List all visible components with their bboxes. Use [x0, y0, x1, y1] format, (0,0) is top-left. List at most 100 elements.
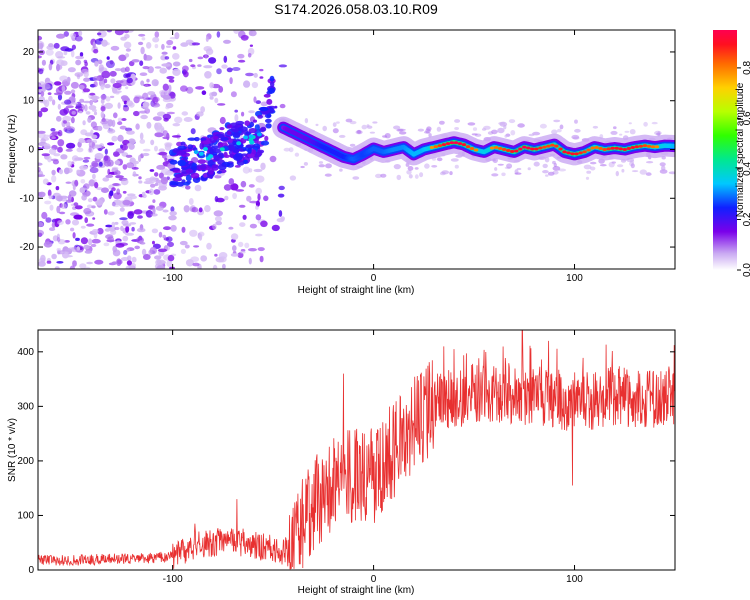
y-tick-label: 0: [28, 145, 34, 156]
noise-blob: [324, 173, 332, 177]
noise-blob: [54, 266, 60, 269]
noise-blob: [162, 136, 170, 140]
noise-blob: [149, 246, 157, 255]
noise-blob: [189, 229, 198, 237]
noise-blob: [172, 61, 181, 67]
noise-blob: [103, 78, 108, 84]
noise-blob: [114, 160, 121, 166]
noise-blob: [114, 170, 121, 176]
noise-blob: [113, 192, 122, 200]
noise-blob: [56, 237, 61, 242]
noise-blob: [125, 66, 130, 73]
noise-blob: [126, 130, 135, 135]
ridge-peak: [578, 151, 583, 155]
noise-blob: [253, 72, 258, 78]
noise-blob: [234, 109, 238, 113]
noise-blob: [259, 255, 264, 263]
noise-blob: [117, 134, 124, 142]
noise-blob: [228, 178, 235, 185]
noise-blob: [41, 211, 48, 220]
ridge-peak: [558, 147, 563, 151]
noise-blob: [223, 55, 228, 63]
noise-blob: [533, 161, 540, 167]
noise-blob: [79, 165, 89, 170]
ridge-peak: [494, 146, 499, 149]
noise-blob: [41, 59, 47, 66]
noise-blob: [615, 170, 619, 177]
noise-blob: [101, 39, 108, 47]
noise-blob: [75, 237, 80, 241]
noise-blob: [216, 68, 222, 75]
noise-blob: [551, 129, 558, 135]
noise-blob: [38, 229, 44, 237]
noise-blob: [161, 63, 171, 67]
noise-blob: [60, 60, 68, 66]
precursor-blob: [238, 126, 248, 132]
precursor-blob: [219, 127, 225, 131]
noise-blob: [574, 128, 581, 133]
noise-blob: [131, 167, 139, 170]
noise-blob: [169, 266, 175, 269]
noise-blob: [70, 81, 79, 89]
noise-blob: [40, 91, 45, 97]
noise-blob: [120, 67, 127, 73]
precursor-blob: [227, 144, 236, 152]
noise-blob: [76, 169, 81, 174]
noise-blob: [56, 205, 61, 214]
noise-blob: [257, 247, 265, 252]
noise-blob: [645, 172, 652, 176]
noise-blob: [41, 83, 51, 90]
noise-blob: [249, 44, 253, 47]
ridge-peak: [602, 148, 607, 151]
noise-blob: [94, 60, 99, 67]
noise-blob: [38, 162, 43, 166]
noise-blob: [101, 70, 111, 79]
noise-blob: [419, 172, 424, 178]
noise-blob: [139, 60, 144, 66]
noise-blob: [93, 48, 99, 54]
noise-blob: [89, 99, 93, 106]
noise-blob: [81, 194, 87, 201]
noise-blob: [71, 196, 74, 203]
noise-blob: [104, 102, 113, 109]
noise-blob: [162, 113, 172, 120]
noise-blob: [162, 83, 169, 91]
ridge-peak: [634, 145, 639, 149]
precursor-blob: [268, 87, 275, 94]
noise-blob: [255, 205, 259, 210]
noise-blob: [193, 245, 200, 248]
noise-blob: [38, 174, 46, 177]
noise-blob: [162, 209, 169, 213]
noise-blob: [111, 201, 121, 208]
noise-blob: [107, 236, 115, 243]
noise-blob: [144, 84, 149, 87]
noise-blob: [233, 30, 240, 34]
noise-blob: [120, 144, 129, 151]
noise-blob: [43, 241, 53, 248]
noise-blob: [79, 52, 84, 57]
noise-blob: [57, 93, 63, 101]
ridge-peak: [562, 150, 567, 154]
noise-blob: [631, 170, 639, 173]
noise-blob: [619, 133, 623, 136]
noise-blob: [214, 196, 219, 203]
noise-blob: [542, 170, 549, 174]
noise-blob: [126, 77, 133, 84]
noise-blob: [200, 106, 206, 113]
ridge-peak: [457, 142, 463, 146]
noise-blob: [104, 228, 111, 232]
ridge-peak: [506, 149, 511, 152]
noise-blob: [406, 170, 412, 175]
noise-blob: [155, 259, 162, 266]
noise-blob: [157, 248, 168, 253]
noise-blob: [59, 211, 66, 215]
noise-blob: [498, 121, 506, 125]
noise-blob: [74, 205, 83, 210]
noise-blob: [83, 77, 91, 82]
precursor-blob: [185, 168, 194, 174]
noise-blob: [197, 64, 202, 67]
precursor-blob: [220, 136, 229, 141]
noise-blob: [494, 167, 498, 171]
ridge-peak: [469, 147, 475, 150]
